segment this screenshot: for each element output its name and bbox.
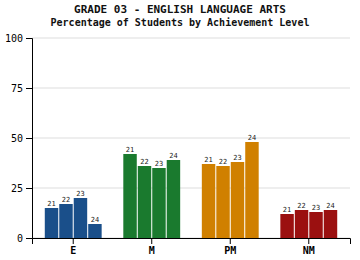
x-axis: E M PM NM	[33, 238, 351, 256]
bar	[231, 162, 244, 238]
bar-label: 23	[233, 154, 241, 162]
grid-line	[32, 88, 350, 89]
bar-label: 21	[47, 200, 55, 208]
tick: 25	[11, 183, 32, 194]
bar	[138, 166, 151, 238]
bar	[59, 204, 72, 238]
tick-mark	[73, 238, 74, 244]
tick: E	[70, 238, 76, 256]
tick-label: PM	[224, 245, 236, 256]
bar-label: 24	[248, 134, 256, 142]
tick-mark	[26, 238, 32, 239]
tick-label: NM	[303, 245, 315, 256]
bar	[45, 208, 58, 238]
bar-label: 22	[219, 158, 227, 166]
tick-mark	[308, 238, 309, 244]
tick-label: 75	[11, 83, 23, 94]
tick: 75	[11, 83, 32, 94]
bar	[295, 210, 308, 238]
bar	[202, 164, 215, 238]
bar-label: 21	[126, 146, 134, 154]
tick-label: 0	[17, 233, 23, 244]
axis-line	[33, 239, 351, 245]
bar	[88, 224, 101, 238]
title: GRADE 03 - ENGLISH LANGUAGE ARTS	[74, 3, 286, 16]
bar-label: 23	[76, 190, 84, 198]
tick: 100	[5, 33, 32, 44]
bar-label: 23	[155, 160, 163, 168]
bar	[152, 168, 165, 238]
bar-label: 22	[62, 196, 70, 204]
axis-line	[26, 39, 33, 239]
bar-label: 21	[283, 206, 291, 214]
subtitle: Percentage of Students by Achievement Le…	[51, 17, 310, 28]
tick-mark	[26, 88, 32, 89]
grid-line	[32, 138, 350, 139]
tick-label: 100	[5, 33, 23, 44]
bar	[167, 160, 180, 238]
tick: 0	[17, 233, 32, 244]
bar	[123, 154, 136, 238]
bars	[45, 142, 337, 238]
tick: 50	[11, 133, 32, 144]
bar	[245, 142, 258, 238]
grid-line	[32, 188, 350, 189]
tick-label: E	[70, 245, 76, 256]
chart: GRADE 03 - ENGLISH LANGUAGE ARTSPercenta…	[0, 0, 360, 260]
bar-label: 24	[91, 216, 99, 224]
bar-label: 22	[140, 158, 148, 166]
tick: PM	[224, 238, 236, 256]
bar-label: 21	[204, 156, 212, 164]
bar	[309, 212, 322, 238]
bar-label: 24	[326, 202, 334, 210]
tick-label: 25	[11, 183, 23, 194]
bar-labels: 21 21 21 21 22 22 22 22 23 23 23 23 24 24 24 24	[47, 134, 334, 224]
grid-line	[32, 38, 350, 39]
tick-mark	[26, 138, 32, 139]
bar-label: 23	[312, 204, 320, 212]
bar	[280, 214, 293, 238]
bar	[216, 166, 229, 238]
tick-mark	[230, 238, 231, 244]
tick-mark	[26, 38, 32, 39]
bar-label: 22	[297, 202, 305, 210]
y-axis: 0 25 50 75 100	[5, 33, 33, 244]
tick-label: M	[149, 245, 155, 256]
bar	[324, 210, 337, 238]
bar	[74, 198, 87, 238]
tick: M	[149, 238, 155, 256]
tick: NM	[303, 238, 315, 256]
grid	[32, 38, 350, 238]
tick-mark	[26, 188, 32, 189]
bar-label: 24	[169, 152, 177, 160]
tick-mark	[151, 238, 152, 244]
plot: 21 21 21 21 22 22 22 22 23 23 23 23 24 24 24 24 0 25 50 75 1…	[5, 33, 351, 256]
tick-label: 50	[11, 133, 23, 144]
